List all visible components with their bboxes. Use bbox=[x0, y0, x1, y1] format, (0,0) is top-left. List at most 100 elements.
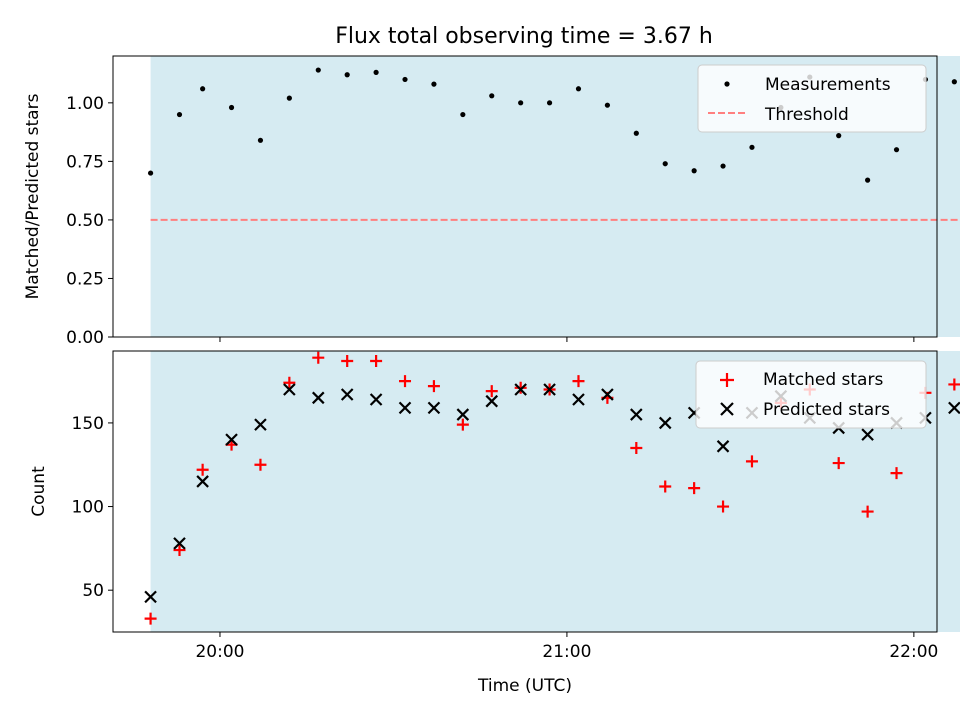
matched-star-point bbox=[630, 442, 643, 455]
predicted-star-point bbox=[601, 388, 614, 401]
measurement-point bbox=[749, 144, 755, 150]
matched-star-point bbox=[745, 455, 758, 468]
x-axis-label: Time (UTC) bbox=[477, 676, 572, 696]
predicted-star-point bbox=[485, 394, 499, 408]
measurement-point bbox=[344, 72, 350, 78]
top-legend: Measurements Threshold bbox=[697, 64, 927, 133]
matched-star-point bbox=[514, 381, 527, 394]
predicted-star-point bbox=[398, 401, 412, 415]
measurement-point bbox=[865, 177, 871, 183]
legend-measurements-label: Measurements bbox=[765, 75, 891, 95]
measurement-point bbox=[575, 86, 582, 92]
bottom-ytick-label: 50 bbox=[82, 581, 104, 601]
bottom-xtick-label: 20:00 bbox=[195, 642, 244, 662]
top-x-ticks bbox=[219, 337, 915, 342]
predicted-star-point bbox=[311, 391, 325, 405]
matched-star-point bbox=[659, 480, 672, 493]
matched-star-point bbox=[890, 467, 903, 480]
matched-star-point bbox=[283, 376, 296, 389]
top-ytick-label: 0.00 bbox=[66, 328, 104, 348]
bottom-y-axis: 50 100 150 bbox=[72, 414, 113, 601]
chart-title: Flux total observing time = 3.67 h bbox=[335, 24, 713, 49]
matched-star-point bbox=[312, 351, 325, 364]
matched-star-point bbox=[456, 418, 469, 431]
matched-star-point bbox=[832, 457, 845, 470]
top-ytick-label: 1.00 bbox=[66, 94, 104, 114]
measurement-point bbox=[691, 168, 697, 174]
bottom-ytick-label: 150 bbox=[72, 414, 104, 434]
measurement-point bbox=[228, 104, 235, 111]
measurement-point bbox=[546, 100, 553, 106]
bottom-ylabel: Count bbox=[29, 466, 49, 517]
bottom-legend: Matched stars Predicted stars bbox=[695, 360, 927, 429]
predicted-star-point bbox=[514, 383, 527, 396]
measurement-point bbox=[633, 130, 639, 136]
measurement-point bbox=[951, 79, 957, 85]
measurement-point bbox=[460, 111, 466, 118]
measurement-point bbox=[200, 86, 206, 92]
bottom-ytick-label: 100 bbox=[72, 498, 104, 518]
predicted-star-point bbox=[658, 416, 672, 430]
measurement-point bbox=[604, 102, 611, 108]
bottom-axes-frame bbox=[112, 350, 938, 633]
predicted-star-point bbox=[283, 383, 296, 396]
matched-star-point bbox=[341, 355, 354, 368]
predicted-star-point bbox=[369, 393, 383, 406]
matched-star-point bbox=[717, 500, 730, 513]
measurement-point bbox=[402, 76, 408, 83]
predicted-star-point bbox=[427, 401, 441, 415]
predicted-star-point bbox=[543, 383, 556, 396]
measurement-point bbox=[662, 161, 668, 167]
top-panel: 0.00 0.25 0.50 0.75 1.00 Matched/Predicted s… bbox=[23, 55, 960, 348]
predicted-star-point bbox=[630, 408, 643, 421]
matched-star-point bbox=[948, 378, 960, 391]
predicted-star-point bbox=[572, 393, 585, 406]
top-legend-box bbox=[697, 64, 927, 133]
matched-star-point bbox=[485, 385, 498, 398]
predicted-star-point bbox=[254, 418, 267, 431]
matched-star-point bbox=[196, 463, 209, 476]
predicted-star-point bbox=[948, 401, 960, 415]
predicted-star-point bbox=[340, 388, 354, 401]
top-ytick-label: 0.50 bbox=[66, 211, 104, 231]
legend-predicted-marker bbox=[720, 402, 734, 416]
matched-star-point bbox=[144, 612, 157, 625]
measurement-point bbox=[720, 163, 726, 169]
matched-star-point bbox=[399, 375, 412, 388]
predicted-star-point bbox=[456, 408, 470, 421]
predicted-star-point bbox=[196, 475, 209, 488]
legend-threshold-label: Threshold bbox=[764, 105, 849, 125]
predicted-star-point bbox=[716, 440, 730, 453]
bottom-legend-box bbox=[695, 360, 927, 429]
predicted-star-point bbox=[225, 433, 238, 446]
measurement-point bbox=[147, 170, 154, 176]
matched-star-point bbox=[254, 458, 267, 471]
measurement-point bbox=[518, 100, 524, 106]
measurement-point bbox=[315, 67, 321, 73]
measurement-point bbox=[836, 133, 842, 139]
top-ytick-label: 0.75 bbox=[66, 152, 104, 172]
top-ytick-label: 0.25 bbox=[66, 269, 104, 289]
matched-star-point bbox=[572, 375, 585, 388]
matched-star-point bbox=[427, 380, 440, 393]
legend-matched-marker bbox=[720, 373, 734, 387]
matched-star-point bbox=[370, 355, 383, 368]
measurement-point bbox=[257, 137, 264, 143]
predicted-star-point bbox=[173, 537, 186, 550]
measurement-point bbox=[893, 147, 900, 153]
measurement-point bbox=[286, 95, 292, 101]
legend-matched-label: Matched stars bbox=[763, 370, 883, 390]
top-ylabel: Matched/Predicted stars bbox=[23, 93, 43, 299]
bottom-xtick-label: 22:00 bbox=[889, 642, 938, 662]
predicted-star-point bbox=[861, 428, 874, 441]
measurement-point bbox=[489, 93, 495, 99]
bottom-xtick-label: 21:00 bbox=[542, 642, 591, 662]
legend-measurements-marker bbox=[724, 81, 730, 87]
legend-predicted-label: Predicted stars bbox=[763, 400, 890, 420]
predicted-star-point bbox=[144, 590, 157, 604]
matched-star-point bbox=[173, 544, 186, 557]
measurement-point bbox=[373, 69, 379, 75]
